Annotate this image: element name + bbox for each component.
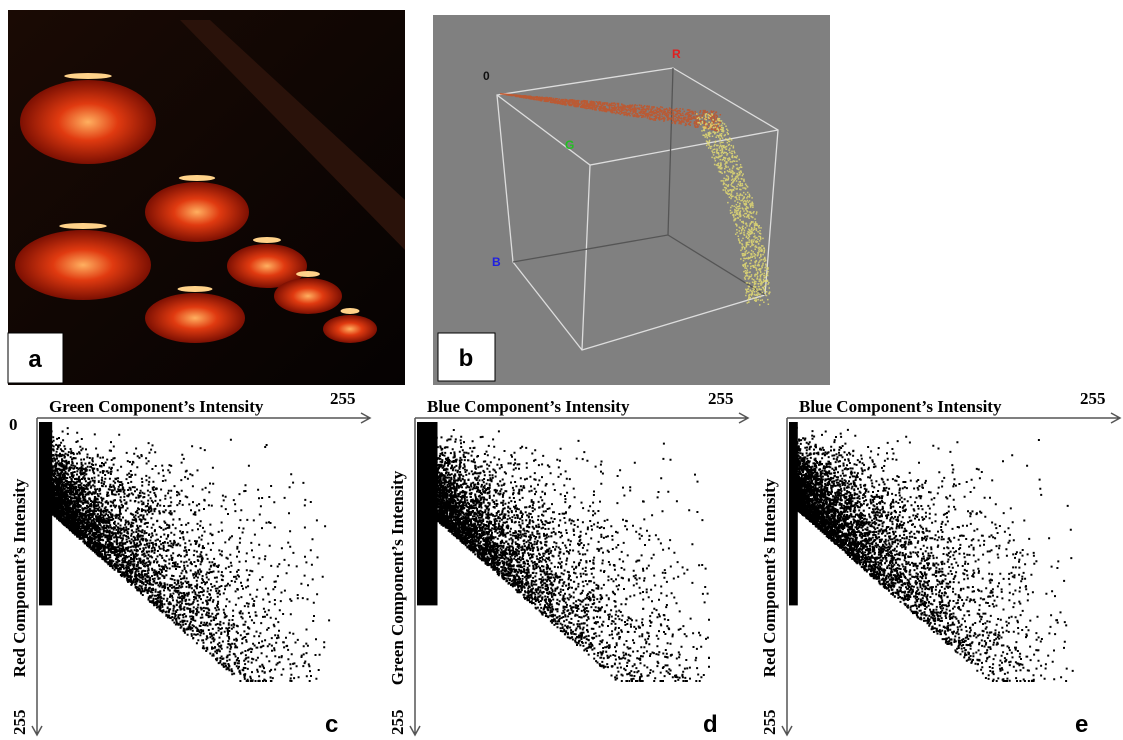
- axis-label: G: [565, 138, 574, 152]
- lantern-light: [177, 286, 213, 292]
- x-axis: [787, 412, 1122, 424]
- lantern: [145, 293, 245, 343]
- x-axis-title: Blue Component’s Intensity: [799, 397, 1002, 416]
- dense-band: [417, 422, 438, 606]
- pixel-scatter: [40, 426, 331, 682]
- y-axis-title: Red Component’s Intensity: [760, 478, 779, 677]
- x-axis: [37, 412, 372, 424]
- x-axis: [415, 412, 750, 424]
- panel-label: b: [459, 345, 474, 372]
- scatter-panel: Blue Component’s Intensity 255 Green Compo…: [388, 389, 750, 738]
- y-axis: [409, 418, 421, 737]
- lantern-light: [178, 175, 216, 181]
- lantern-light: [64, 73, 112, 79]
- axis-label: R: [672, 47, 681, 61]
- pixel-scatter: [790, 426, 1074, 682]
- y-axis-title: Red Component’s Intensity: [10, 478, 29, 677]
- lantern: [274, 278, 342, 314]
- lantern: [227, 244, 307, 288]
- y-axis-max: 255: [760, 710, 779, 736]
- y-axis-max: 255: [388, 710, 407, 736]
- y-axis-title: Green Component’s Intensity: [388, 470, 407, 685]
- panel-label: c: [325, 711, 338, 738]
- dense-band: [789, 422, 798, 606]
- pixel-scatter: [418, 429, 710, 682]
- rgb-cube: 0 R G B b: [433, 15, 830, 385]
- y-axis-min: 0: [9, 415, 18, 434]
- lantern: [15, 230, 151, 300]
- x-axis-title: Blue Component’s Intensity: [427, 397, 630, 416]
- scatter-panel: Blue Component’s Intensity 255 Red Compone…: [760, 389, 1122, 738]
- lantern-light: [253, 237, 281, 243]
- lantern-light: [59, 223, 107, 229]
- panel-label: e: [1075, 711, 1088, 738]
- x-axis-max: 255: [1080, 389, 1106, 408]
- y-axis-max: 255: [10, 710, 29, 736]
- panel-label: d: [703, 711, 718, 738]
- lantern: [145, 182, 249, 242]
- y-axis: [781, 418, 793, 737]
- lantern: [20, 80, 156, 164]
- x-axis-max: 255: [708, 389, 734, 408]
- x-axis-title: Green Component’s Intensity: [49, 397, 264, 416]
- x-axis-max: 255: [330, 389, 356, 408]
- axis-label: B: [492, 255, 501, 269]
- lantern-light: [340, 308, 360, 314]
- lantern-light: [296, 271, 320, 277]
- lantern: [323, 315, 377, 343]
- y-axis: [31, 418, 43, 737]
- panel-label: a: [28, 346, 42, 373]
- scatter-panel: Green Component’s Intensity 255 0 Red Compo…: [9, 389, 372, 738]
- axis-label: 0: [483, 69, 490, 83]
- pixel-cloud: [500, 93, 722, 132]
- pixel-cloud: [696, 113, 771, 306]
- photo: a: [7, 10, 405, 385]
- dense-band: [39, 422, 53, 606]
